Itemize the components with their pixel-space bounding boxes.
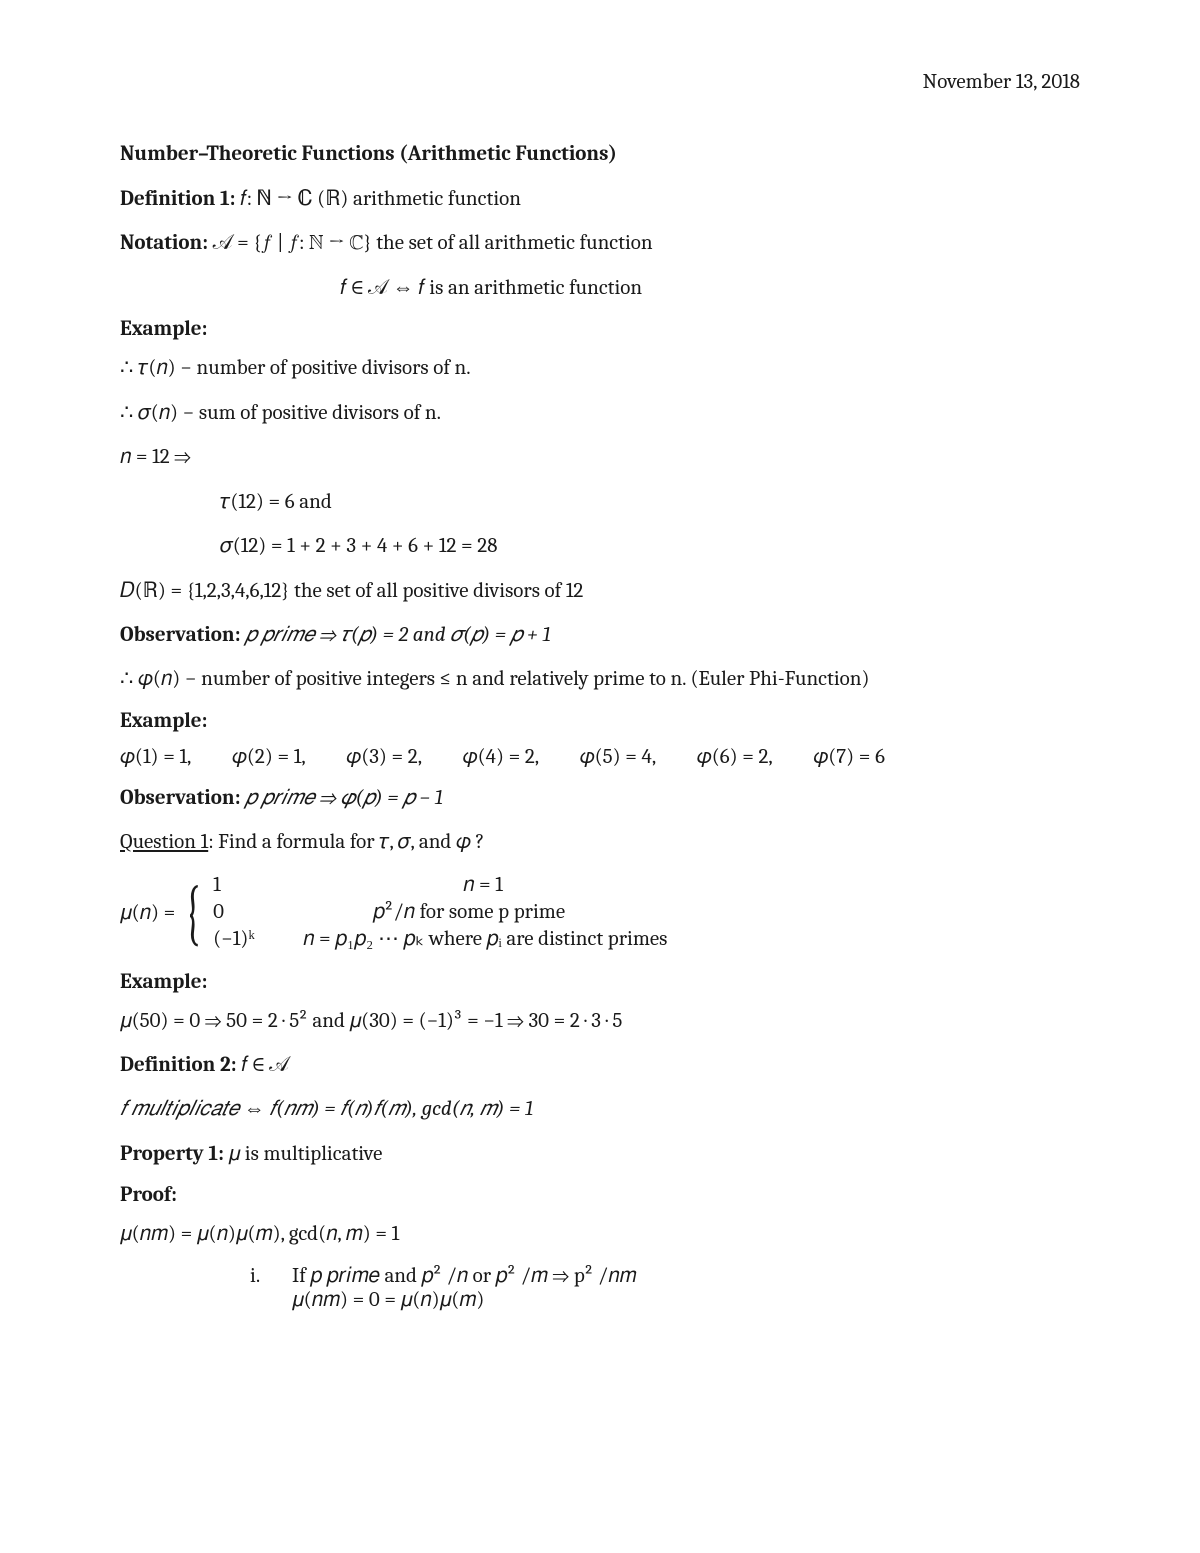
mu-case-2-cond: 𝑝²/𝑛 for some p prime	[303, 899, 565, 926]
proof-label: Proof:	[120, 1183, 1080, 1207]
mu-case-1-value: 1	[213, 872, 303, 899]
mu-definition: 𝜇(𝑛) = { 1 𝑛 = 1 0 𝑝²/𝑛 for some p prime…	[120, 872, 1080, 954]
observation-1-label: Observation:	[120, 623, 240, 647]
phi-5: 𝜑(5) = 4,	[580, 745, 656, 769]
phi-6: 𝜑(6) = 2,	[697, 745, 773, 769]
mu-cases: 1 𝑛 = 1 0 𝑝²/𝑛 for some p prime (−1)ᵏ 𝑛 …	[213, 872, 667, 954]
definition-2: Definition 2: 𝑓 ∈ 𝒜	[120, 1050, 1080, 1080]
example-label-1: Example:	[120, 317, 1080, 341]
page-date: November 13, 2018	[120, 70, 1080, 94]
proof-item-i: i. If 𝑝 𝑝𝑟𝑖𝑚𝑒 and 𝑝² /𝑛 or 𝑝² /𝑚 ⇒ p² /𝑛…	[250, 1264, 1080, 1312]
document-page: November 13, 2018 Number–Theoretic Funct…	[0, 0, 1200, 1374]
question-1-body: : Find a formula for 𝜏, 𝜎, and 𝜑 ?	[208, 830, 484, 854]
property-1-label: Property 1:	[120, 1142, 224, 1166]
proof-item-number: i.	[250, 1264, 292, 1312]
mu-case-3-cond: 𝑛 = 𝑝₁𝑝₂ ⋯ 𝑝ₖ where 𝑝ᵢ are distinct prim…	[303, 926, 667, 953]
phi-values: 𝜑(1) = 1, 𝜑(2) = 1, 𝜑(3) = 2, 𝜑(4) = 2, …	[120, 745, 1080, 769]
notation-label: Notation:	[120, 231, 208, 255]
example-label-3: Example:	[120, 970, 1080, 994]
page-title: Number–Theoretic Functions (Arithmetic F…	[120, 142, 1080, 166]
multiplicative-line: 𝑓 𝑚𝑢𝑙𝑡𝑖𝑝𝑙𝑖𝑐𝑎𝑡𝑒 ⇔ 𝑓(𝑛𝑚) = 𝑓(𝑛)𝑓(𝑚), gcd(𝑛…	[120, 1094, 1080, 1124]
observation-2-label: Observation:	[120, 786, 240, 810]
notation-body: 𝒜 = {𝑓 | 𝑓: ℕ → ℂ} the set of all arithm…	[208, 231, 653, 255]
divisor-set: 𝐷(ℝ) = {1,2,3,4,6,12} the set of all pos…	[120, 576, 1080, 606]
phi-4: 𝜑(4) = 2,	[463, 745, 539, 769]
notation-centered: 𝑓 ∈ 𝒜 ⇔ 𝑓 is an arithmetic function	[120, 273, 1080, 303]
mu-case-1-cond: 𝑛 = 1	[303, 872, 503, 899]
brace-icon: {	[186, 883, 201, 943]
proof-i-line-2: 𝜇(𝑛𝑚) = 0 = 𝜇(𝑛)𝜇(𝑚)	[292, 1288, 637, 1312]
notation: Notation: 𝒜 = {𝑓 | 𝑓: ℕ → ℂ} the set of …	[120, 228, 1080, 258]
tau-12: 𝜏(12) = 6 and	[120, 487, 1080, 517]
observation-2-body: 𝑝 𝑝𝑟𝑖𝑚𝑒 ⇒ 𝜑(𝑝) = 𝑝 − 1	[240, 786, 442, 810]
definition-2-body: 𝑓 ∈ 𝒜	[236, 1053, 289, 1077]
example-label-2: Example:	[120, 709, 1080, 733]
n-equals-12: 𝑛 = 12 ⇒	[120, 442, 1080, 472]
question-1-label: Question 1	[120, 830, 208, 854]
definition-1-label: Definition 1:	[120, 187, 235, 211]
mu-case-3-value: (−1)ᵏ	[213, 926, 303, 953]
mu-case-2-value: 0	[213, 899, 303, 926]
definition-1-body: 𝑓: ℕ → ℂ (ℝ) arithmetic function	[235, 187, 521, 211]
observation-2: Observation: 𝑝 𝑝𝑟𝑖𝑚𝑒 ⇒ 𝜑(𝑝) = 𝑝 − 1	[120, 783, 1080, 813]
observation-1-body: 𝑝 𝑝𝑟𝑖𝑚𝑒 ⇒ 𝜏(𝑝) = 2 and 𝜎(𝑝) = 𝑝 + 1	[240, 623, 550, 647]
definition-2-label: Definition 2:	[120, 1053, 236, 1077]
proof-list: i. If 𝑝 𝑝𝑟𝑖𝑚𝑒 and 𝑝² /𝑛 or 𝑝² /𝑚 ⇒ p² /𝑛…	[120, 1264, 1080, 1312]
phi-definition: 𝜑(𝑛) − number of positive integers ≤ n a…	[120, 664, 1080, 694]
tau-definition: 𝜏(𝑛) − number of positive divisors of n.	[120, 353, 1080, 383]
sigma-12: 𝜎(12) = 1 + 2 + 3 + 4 + 6 + 12 = 28	[120, 531, 1080, 561]
phi-3: 𝜑(3) = 2,	[346, 745, 422, 769]
question-1: Question 1: Find a formula for 𝜏, 𝜎, and…	[120, 827, 1080, 857]
property-1-body: 𝜇 is multiplicative	[224, 1142, 383, 1166]
phi-1: 𝜑(1) = 1,	[120, 745, 191, 769]
mu-example: 𝜇(50) = 0 ⇒ 50 = 2 · 5² and 𝜇(30) = (−1)…	[120, 1006, 1080, 1036]
observation-1: Observation: 𝑝 𝑝𝑟𝑖𝑚𝑒 ⇒ 𝜏(𝑝) = 2 and 𝜎(𝑝)…	[120, 620, 1080, 650]
definition-1: Definition 1: 𝑓: ℕ → ℂ (ℝ) arithmetic fu…	[120, 184, 1080, 214]
phi-7: 𝜑(7) = 6	[813, 745, 885, 769]
property-1: Property 1: 𝜇 is multiplicative	[120, 1139, 1080, 1169]
phi-2: 𝜑(2) = 1,	[232, 745, 306, 769]
mu-lhs: 𝜇(𝑛) =	[120, 901, 175, 925]
proof-equation: 𝜇(𝑛𝑚) = 𝜇(𝑛)𝜇(𝑚), gcd(𝑛, 𝑚) = 1	[120, 1219, 1080, 1249]
proof-i-line-1: If 𝑝 𝑝𝑟𝑖𝑚𝑒 and 𝑝² /𝑛 or 𝑝² /𝑚 ⇒ p² /𝑛𝑚	[292, 1264, 637, 1288]
sigma-definition: 𝜎(𝑛) − sum of positive divisors of n.	[120, 398, 1080, 428]
